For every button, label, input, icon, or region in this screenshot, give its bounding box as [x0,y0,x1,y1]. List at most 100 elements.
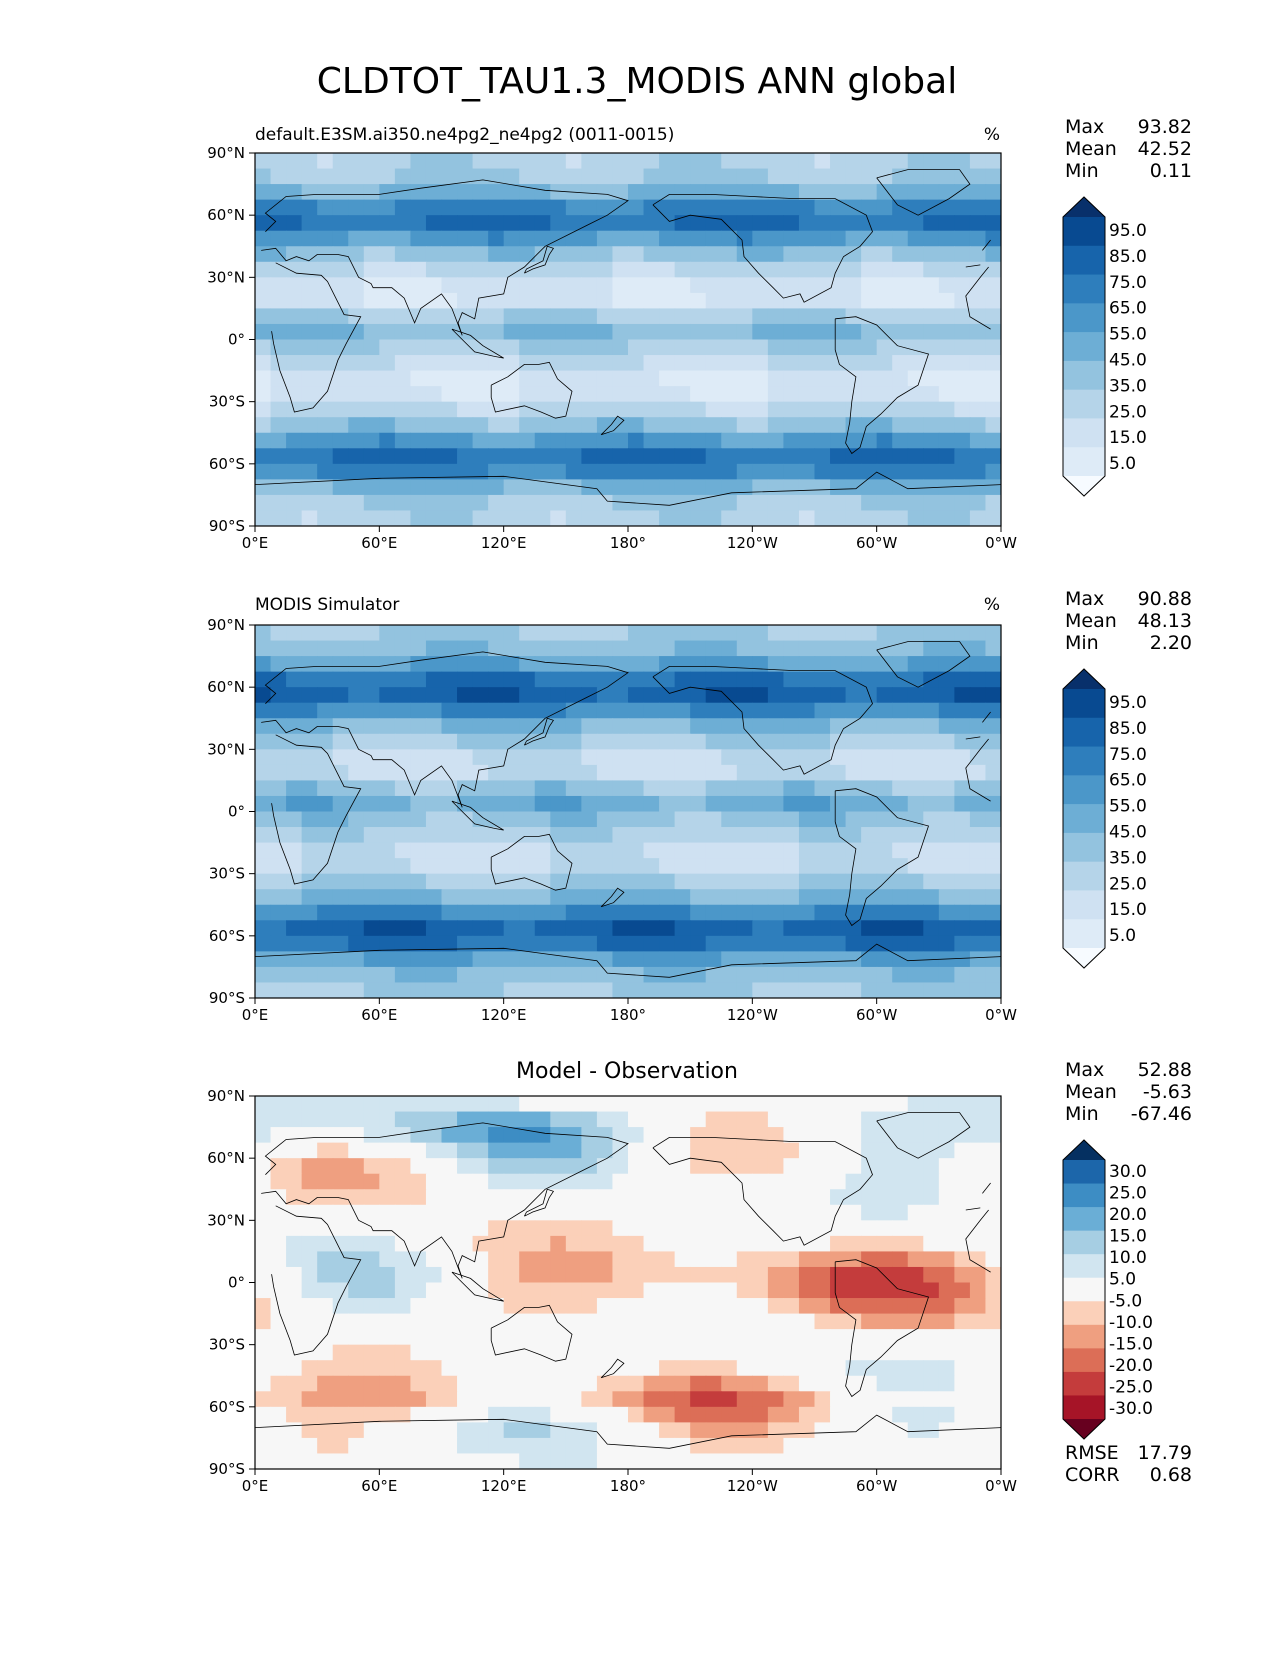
y-tick-label: 60°N [207,678,245,696]
field-cell [270,1329,287,1346]
field-cell [255,1344,272,1361]
field-cell [363,261,380,278]
field-cell [985,261,1001,278]
field-cell [457,795,474,813]
field-cell [425,718,443,735]
field-cell [861,339,878,356]
field-cell [923,1406,940,1423]
field-cell [876,1251,893,1268]
field-cell [830,153,847,170]
field-cell [705,780,722,797]
field-cell [488,1158,505,1175]
field-cell [348,764,365,782]
field-cell [752,308,769,325]
field-cell [534,1453,551,1469]
field-cell [612,656,629,673]
field-cell [736,292,753,310]
field-cell [488,1173,505,1190]
field-cell [721,479,738,496]
field-cell [410,1158,427,1175]
field-cell [643,494,660,512]
field-cell [628,261,645,278]
field-cell [457,749,474,766]
field-cell [643,1235,660,1253]
field-cell [301,1360,318,1377]
field-cell [301,811,318,828]
field-cell [969,1360,987,1377]
field-cell [472,1437,489,1455]
field-cell [519,904,536,921]
field-cell [752,386,769,403]
field-cell [876,811,893,828]
field-cell [519,1375,536,1392]
field-cell [410,687,427,704]
field-cell [721,386,738,403]
field-cell [643,733,660,750]
field-cell [954,308,971,325]
field-cell [767,261,785,278]
field-cell [379,966,396,984]
field-cell [596,432,614,449]
field-cell [628,230,645,247]
field-cell [628,355,645,372]
field-cell [736,718,753,735]
field-cell [488,448,505,465]
field-cell [348,1266,365,1284]
field-cell [425,339,443,356]
field-cell [814,308,831,325]
field-cell [876,199,893,216]
field-cell [581,1220,598,1237]
field-cell [519,1251,536,1268]
field-cell [394,370,412,387]
field-cell [845,687,862,704]
field-cell [985,308,1001,325]
field-cell [767,184,785,201]
field-cell [969,479,987,496]
field-cell [752,261,769,278]
field-cell [550,951,567,968]
field-cell [596,1422,614,1439]
field-cell [550,153,567,170]
field-cell [969,1313,987,1330]
field-cell [798,277,816,294]
field-cell [534,261,551,278]
field-cell [845,230,862,247]
field-cell [519,1220,536,1237]
field-cell [394,687,412,704]
field-cell [410,246,427,263]
field-cell [286,1096,303,1113]
field-cell [923,1251,940,1268]
field-cell [596,687,614,704]
field-cell [830,749,847,766]
field-cell [581,277,598,294]
field-cell [907,417,924,434]
field-cell [596,246,614,263]
field-cell [612,1127,629,1144]
field-cell [985,966,1001,984]
field-cell [379,386,396,403]
field-cell [736,1375,753,1392]
field-cell [845,510,862,526]
field-cell [286,510,303,526]
coastline [490,1304,573,1362]
field-cell [270,625,287,642]
field-cell [363,1251,380,1268]
field-cell [969,1298,987,1315]
field-cell [348,1173,365,1190]
field-cell [783,1235,800,1253]
field-cell [798,1251,816,1268]
field-cell [690,386,707,403]
field-cell [410,1127,427,1144]
field-cell [363,510,380,526]
field-cell [969,687,987,704]
field-cell [488,355,505,372]
field-cell [705,1329,722,1346]
field-cell [379,323,396,341]
field-cell [814,370,831,387]
field-cell [612,246,629,263]
field-cell [643,463,660,480]
field-cell [394,230,412,247]
field-cell [255,215,272,232]
field-cell [938,1437,955,1455]
field-cell [332,842,349,859]
